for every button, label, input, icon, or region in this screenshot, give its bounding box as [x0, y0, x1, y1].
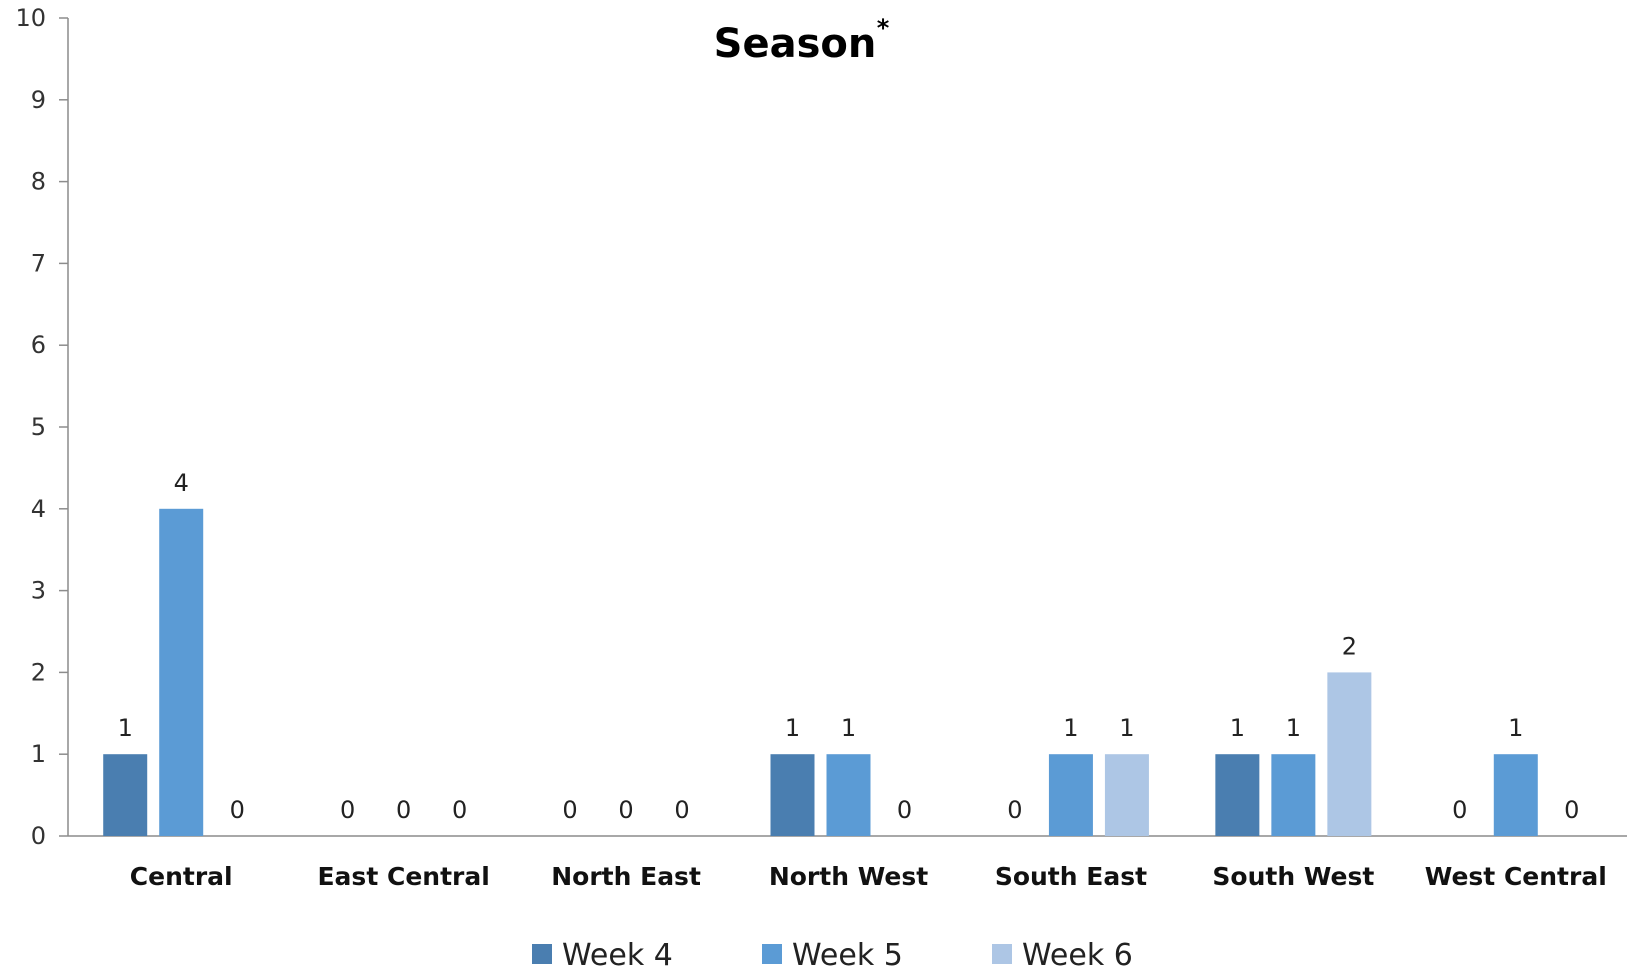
y-tick-label: 9 — [31, 86, 46, 114]
legend-swatch — [762, 944, 782, 964]
bar — [159, 508, 204, 836]
data-label: 4 — [174, 469, 189, 497]
data-label: 0 — [396, 796, 411, 824]
data-label: 1 — [1508, 714, 1523, 742]
data-label: 1 — [785, 714, 800, 742]
data-label: 0 — [562, 796, 577, 824]
bar — [1271, 754, 1316, 836]
y-tick-label: 2 — [31, 658, 46, 686]
y-tick-label: 5 — [31, 413, 46, 441]
legend-label: Week 4 — [562, 938, 673, 969]
x-tick-label: East Central — [317, 862, 489, 891]
x-tick-label: South East — [995, 862, 1147, 891]
data-label: 0 — [618, 796, 633, 824]
legend-swatch — [532, 944, 552, 964]
y-tick-label: 7 — [31, 249, 46, 277]
data-label: 0 — [897, 796, 912, 824]
data-label: 1 — [1230, 714, 1245, 742]
legend: Week 4 Week 5 Week 6 — [532, 938, 1133, 969]
y-tick-label: 1 — [31, 740, 46, 768]
data-label: 1 — [1119, 714, 1134, 742]
data-label: 0 — [674, 796, 689, 824]
y-tick-label: 0 — [31, 822, 46, 850]
x-tick-label: North West — [769, 862, 928, 891]
legend-label: Week 5 — [792, 938, 903, 969]
data-labels: 1 4 0 Central 0 0 0 East Central 0 0 0 North East 1 1… — [118, 469, 1607, 891]
y-tick-label: 3 — [31, 577, 46, 605]
bar — [826, 754, 871, 836]
data-label: 0 — [1452, 796, 1467, 824]
bar — [1327, 672, 1372, 836]
bar — [770, 754, 815, 836]
data-label: 1 — [1063, 714, 1078, 742]
chart-title-superscript: * — [877, 14, 890, 42]
bars — [103, 508, 1538, 836]
legend-label: Week 6 — [1022, 938, 1133, 969]
data-label: 2 — [1342, 632, 1357, 660]
data-label: 0 — [452, 796, 467, 824]
bar — [103, 754, 148, 836]
x-tick-label: North East — [551, 862, 701, 891]
data-label: 0 — [1007, 796, 1022, 824]
data-label: 0 — [230, 796, 245, 824]
y-tick-label: 10 — [15, 4, 46, 32]
bar — [1215, 754, 1260, 836]
y-tick-label: 8 — [31, 168, 46, 196]
bar — [1104, 754, 1149, 836]
chart-title: Season — [714, 21, 877, 67]
data-label: 1 — [841, 714, 856, 742]
bar — [1493, 754, 1538, 836]
data-label: 0 — [340, 796, 355, 824]
data-label: 1 — [1286, 714, 1301, 742]
y-tick-label: 6 — [31, 331, 46, 359]
x-tick-label: Central — [130, 862, 233, 891]
bar — [1048, 754, 1093, 836]
y-tick-label: 4 — [31, 495, 46, 523]
x-tick-label: West Central — [1425, 862, 1607, 891]
legend-swatch — [992, 944, 1012, 964]
data-label: 0 — [1564, 796, 1579, 824]
data-label: 1 — [118, 714, 133, 742]
x-tick-label: South West — [1212, 862, 1374, 891]
